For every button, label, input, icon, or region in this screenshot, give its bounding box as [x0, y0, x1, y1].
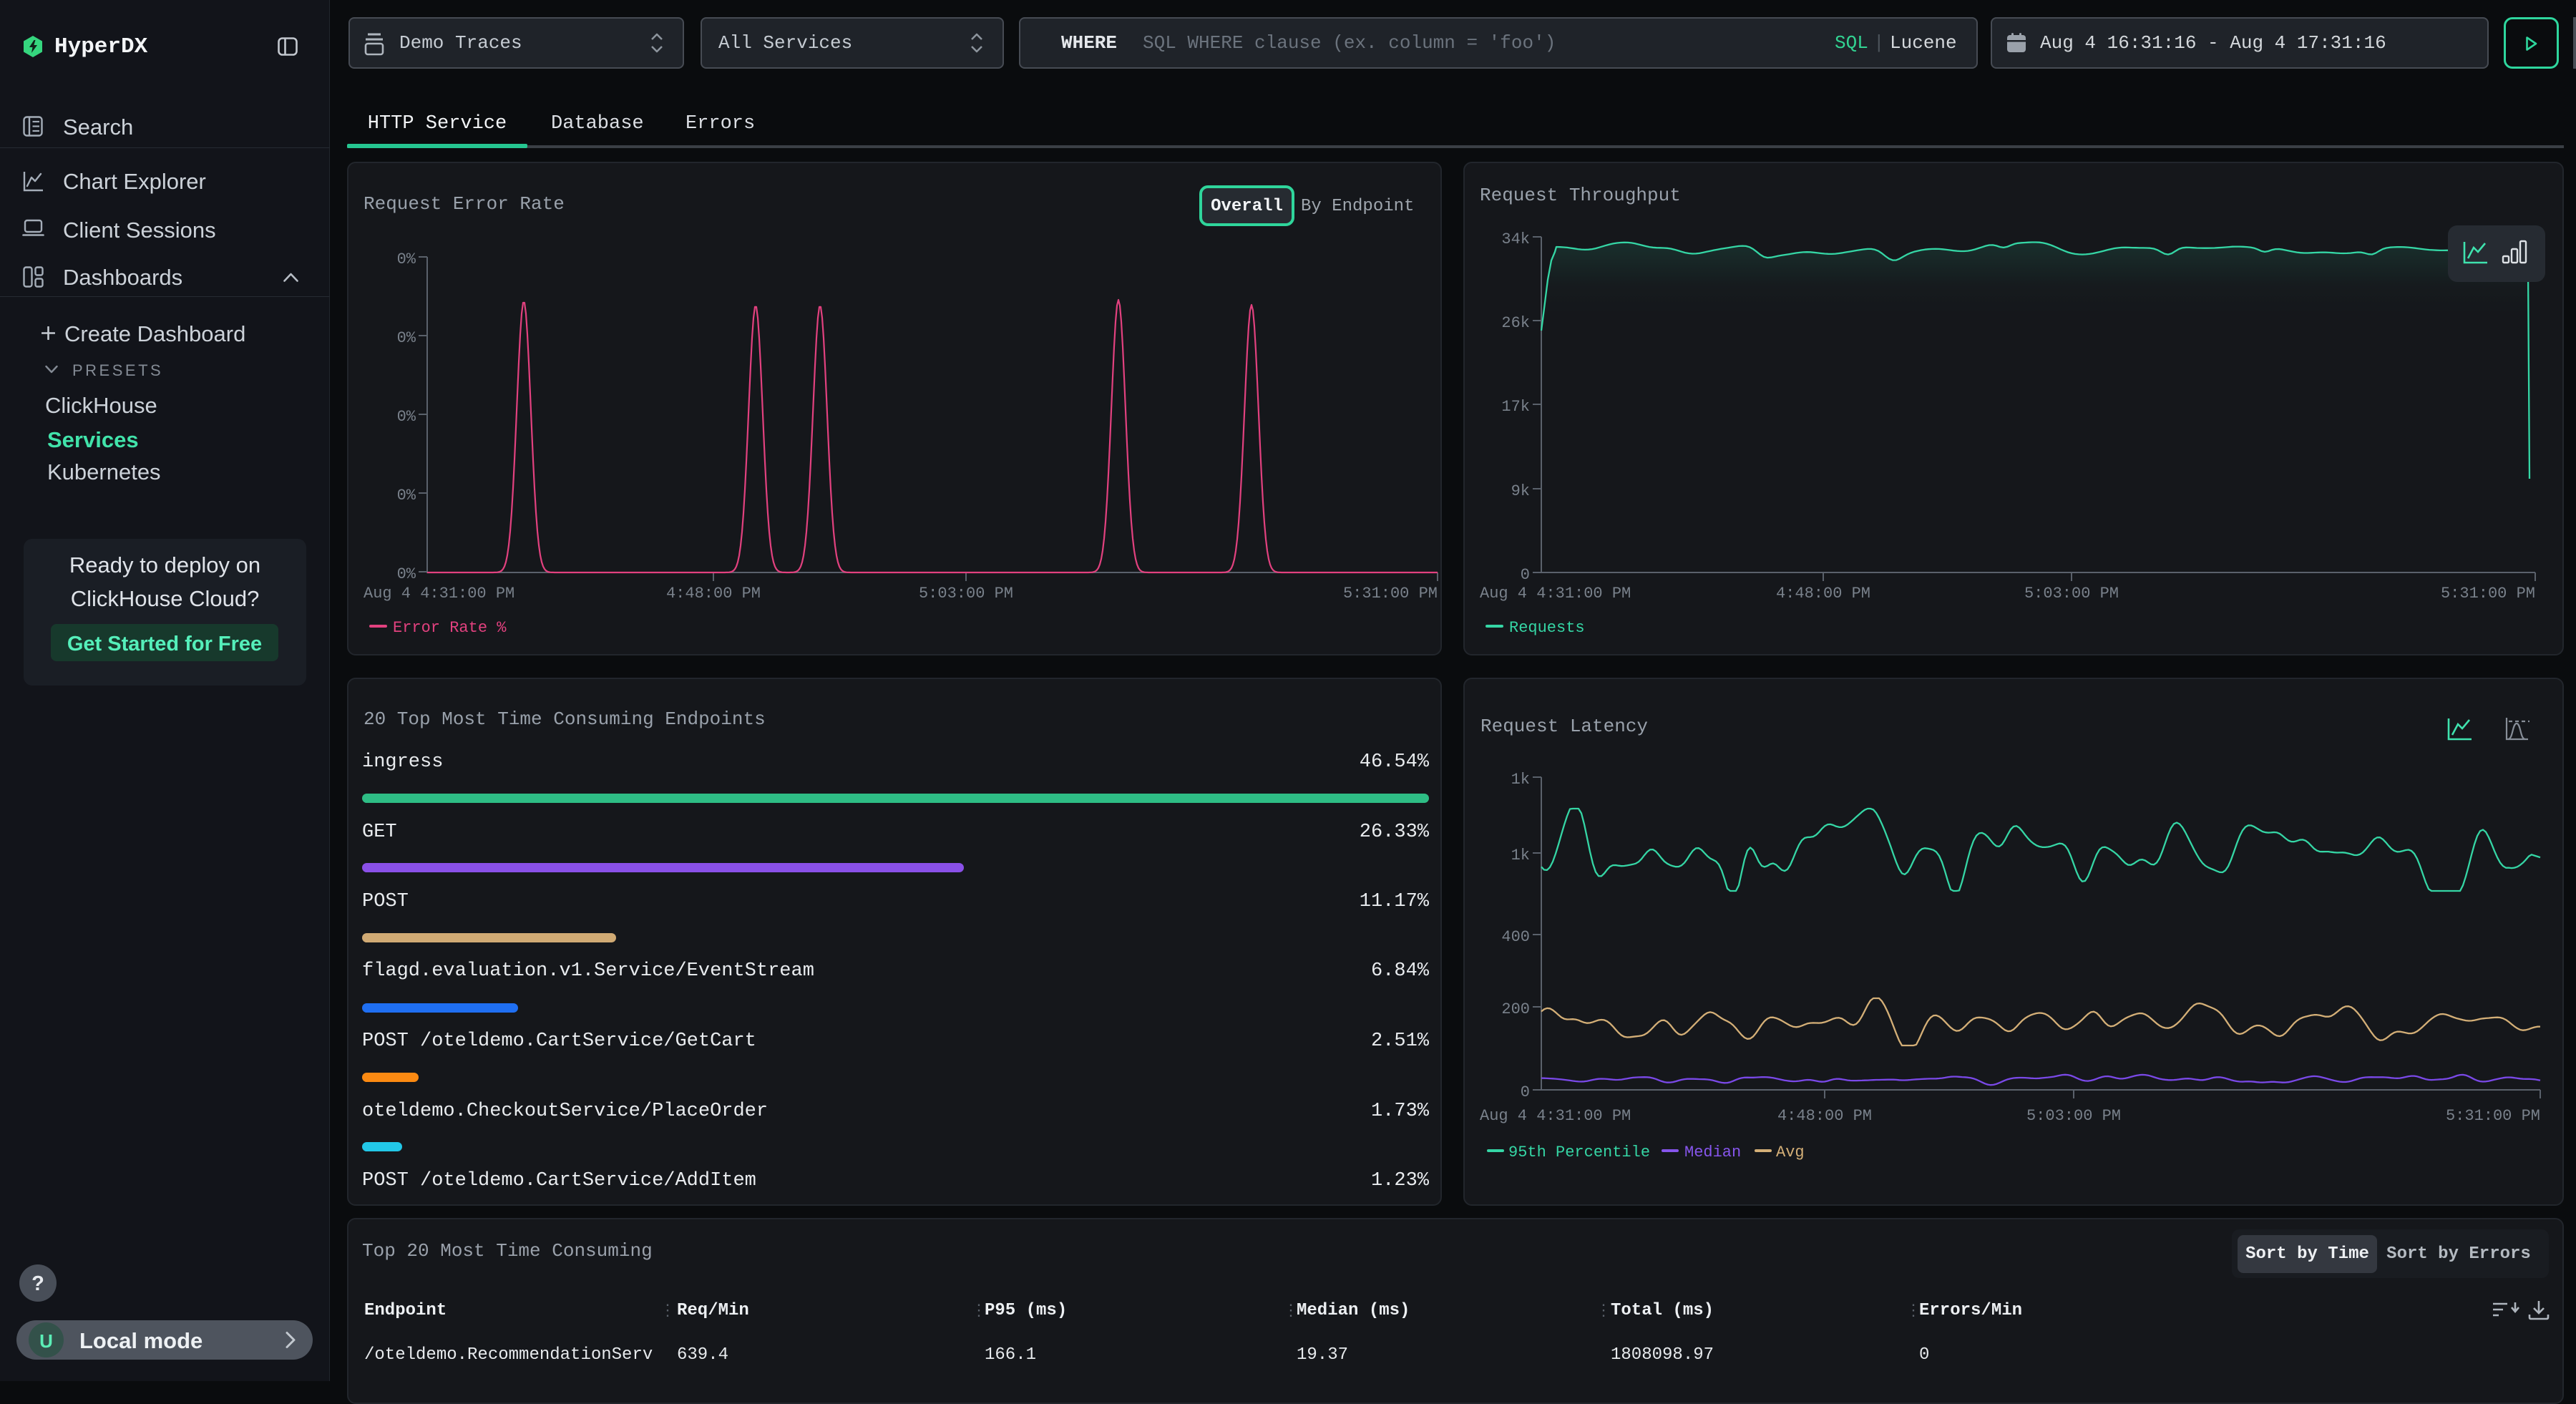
- svg-text:Median: Median: [1684, 1144, 1741, 1161]
- svg-text:0: 0: [1521, 1083, 1530, 1101]
- svg-text:0%: 0%: [397, 329, 416, 347]
- svg-text:17k: 17k: [1501, 398, 1530, 416]
- svg-text:5:31:00 PM: 5:31:00 PM: [2441, 585, 2535, 603]
- svg-text:34k: 34k: [1501, 230, 1530, 248]
- svg-text:5:03:00 PM: 5:03:00 PM: [2026, 1107, 2121, 1125]
- svg-text:Aug 4 4:31:00 PM: Aug 4 4:31:00 PM: [1480, 1107, 1631, 1125]
- svg-text:Avg: Avg: [1776, 1144, 1805, 1161]
- svg-text:Requests: Requests: [1509, 619, 1585, 637]
- svg-text:4:48:00 PM: 4:48:00 PM: [1777, 1107, 1872, 1125]
- svg-text:1k: 1k: [1511, 847, 1530, 864]
- svg-text:5:31:00 PM: 5:31:00 PM: [2446, 1107, 2540, 1125]
- svg-text:200: 200: [1501, 1000, 1530, 1018]
- svg-text:0%: 0%: [397, 487, 416, 504]
- svg-text:0%: 0%: [397, 565, 416, 583]
- svg-text:1k: 1k: [1511, 771, 1530, 789]
- svg-text:0%: 0%: [397, 408, 416, 426]
- svg-text:5:31:00 PM: 5:31:00 PM: [1343, 585, 1438, 603]
- svg-text:400: 400: [1501, 928, 1530, 946]
- svg-text:95th Percentile: 95th Percentile: [1508, 1144, 1650, 1161]
- svg-text:Aug 4 4:31:00 PM: Aug 4 4:31:00 PM: [1480, 585, 1631, 603]
- svg-text:Aug 4 4:31:00 PM: Aug 4 4:31:00 PM: [364, 585, 514, 603]
- svg-text:0%: 0%: [397, 250, 416, 268]
- svg-text:4:48:00 PM: 4:48:00 PM: [666, 585, 761, 603]
- svg-text:5:03:00 PM: 5:03:00 PM: [919, 585, 1013, 603]
- svg-text:5:03:00 PM: 5:03:00 PM: [2024, 585, 2119, 603]
- svg-text:26k: 26k: [1501, 314, 1530, 332]
- svg-text:Error Rate %: Error Rate %: [393, 619, 507, 637]
- svg-text:0: 0: [1521, 566, 1530, 584]
- svg-text:4:48:00 PM: 4:48:00 PM: [1776, 585, 1870, 603]
- svg-text:9k: 9k: [1511, 482, 1530, 500]
